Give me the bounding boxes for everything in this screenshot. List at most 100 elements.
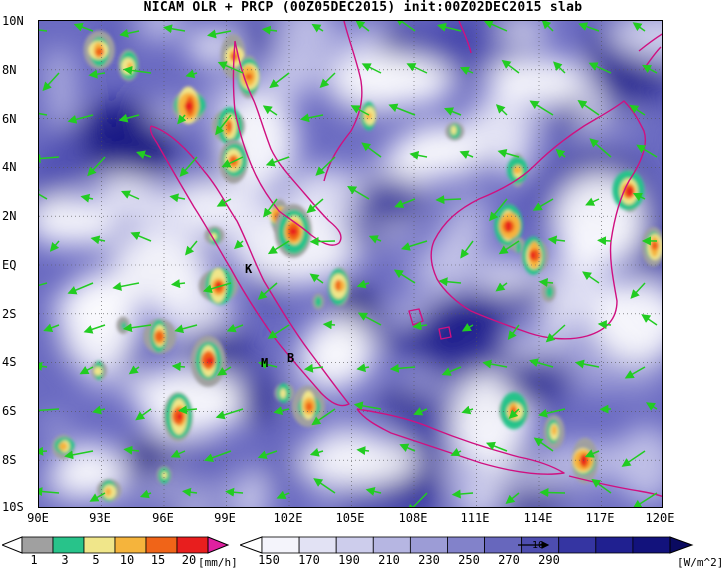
wind-vector-arrow: [507, 324, 520, 341]
olr-color-box: [484, 536, 523, 554]
wind-vector-arrow: [67, 282, 94, 295]
wind-vector-arrow: [216, 198, 232, 207]
lat-label-2s: 2S: [2, 307, 17, 321]
wind-vector-arrow: [262, 105, 278, 116]
precip-tick-10: 10: [119, 553, 135, 567]
wind-vector-arrow: [497, 149, 520, 158]
wind-vector-arrow: [267, 240, 290, 255]
wind-vector-arrow: [170, 449, 186, 458]
wind-vector-arrow: [177, 405, 198, 415]
wind-vector-arrow: [409, 150, 428, 160]
wind-vector-arrow: [350, 105, 370, 116]
olr-blob: [42, 416, 70, 438]
precip-tick-5: 5: [92, 553, 100, 567]
wind-vector-arrow: [538, 278, 554, 287]
wind-vector-arrow: [257, 450, 278, 460]
station-marker-k: K: [245, 262, 253, 276]
olr-blob: [147, 102, 182, 128]
wind-vector-arrow: [355, 21, 370, 32]
belitung-island-coast: [438, 326, 452, 340]
wind-vector-arrow: [315, 156, 336, 176]
olr-color-box: [595, 536, 634, 554]
wind-vector-arrow: [460, 240, 474, 259]
olr-color-box: [409, 536, 448, 554]
lesser-sunda-coast: [568, 475, 662, 498]
wind-vector-arrow: [39, 153, 60, 163]
wind-vector-arrow: [495, 282, 508, 292]
wind-vector-arrow: [39, 189, 48, 200]
precip-cell: [494, 204, 523, 250]
wind-vector-arrow: [273, 406, 290, 415]
precip-tick-15: 15: [150, 553, 166, 567]
precip-overflow-triangle: [207, 536, 230, 554]
wind-vector-arrow: [347, 185, 370, 200]
wind-vector-arrow: [597, 236, 612, 246]
wind-vector-arrow: [39, 487, 60, 497]
wind-vector-arrow: [92, 405, 106, 415]
olr-blob: [497, 21, 551, 43]
wind-vector-arrow: [174, 324, 198, 334]
olr-colorbar: [240, 536, 694, 554]
wind-vector-arrow: [642, 64, 658, 74]
wind-vector-arrow: [508, 408, 520, 419]
precip-cell: [204, 226, 225, 245]
lat-label-4s: 4S: [2, 355, 17, 369]
olr-precip-map: [39, 21, 662, 507]
olr-blob: [256, 59, 316, 102]
wind-vector-arrow: [591, 478, 612, 494]
olr-overflow-triangle: [669, 536, 694, 554]
olr-blob: [615, 425, 662, 505]
precip-cell: [312, 293, 324, 310]
wind-vector-arrow: [89, 492, 106, 502]
wind-vector-arrow: [393, 269, 416, 284]
precip-cell: [156, 466, 172, 484]
olr-tick-190: 190: [338, 553, 360, 567]
wind-vector-arrow: [181, 487, 198, 497]
olr-tick-210: 210: [378, 553, 400, 567]
wind-vector-arrow: [632, 22, 646, 32]
clear-sky-patch: [84, 126, 154, 176]
olr-blob: [434, 226, 463, 291]
clear-sky-patch: [354, 176, 424, 226]
precip-color-box: [114, 536, 147, 554]
wind-vector-arrow: [202, 282, 232, 294]
wind-vector-arrow: [645, 402, 658, 411]
wind-vector-arrow: [169, 193, 186, 203]
olr-tick-170: 170: [298, 553, 320, 567]
lon-label-93e: 93E: [89, 511, 111, 525]
wind-vector-arrow: [263, 198, 278, 218]
precip-cell: [83, 30, 115, 70]
reference-vector-label: 10: [531, 540, 545, 551]
lat-label-2n: 2N: [2, 209, 17, 223]
lon-label-120e: 120E: [645, 511, 675, 525]
wind-vector-arrow: [588, 62, 612, 74]
precip-cell: [445, 122, 465, 141]
wind-vector-arrow: [162, 24, 186, 34]
wind-vector-arrow: [39, 405, 60, 415]
wind-vector-arrow: [185, 69, 198, 79]
wind-vector-arrow: [83, 324, 106, 334]
lat-label-10n: 10N: [2, 14, 24, 28]
cloud-patch: [39, 195, 113, 247]
precip-color-box: [52, 536, 85, 554]
wind-vector-arrow: [39, 361, 48, 371]
wind-vector-arrow: [483, 21, 508, 32]
wind-vector-arrow: [541, 21, 554, 32]
lon-label-90e: 90E: [27, 511, 49, 525]
wind-vector-arrow: [39, 112, 48, 116]
wind-vector-arrow: [90, 235, 106, 245]
lat-label-4n: 4N: [2, 160, 17, 174]
wind-vector-arrow: [118, 113, 140, 123]
wind-vector-arrow: [221, 156, 244, 168]
olr-blob: [155, 181, 248, 232]
wind-vector-arrow: [123, 65, 152, 75]
wind-vector-arrow: [368, 235, 382, 244]
wind-vector-arrow: [399, 443, 416, 452]
olr-tick-230: 230: [418, 553, 440, 567]
wind-vector-arrow: [356, 363, 370, 373]
precip-cell: [163, 392, 193, 442]
wind-vector-arrow: [79, 366, 94, 375]
wind-vector-arrow: [353, 401, 382, 411]
precip-cell: [190, 335, 226, 387]
wind-vector-arrow: [436, 22, 462, 32]
